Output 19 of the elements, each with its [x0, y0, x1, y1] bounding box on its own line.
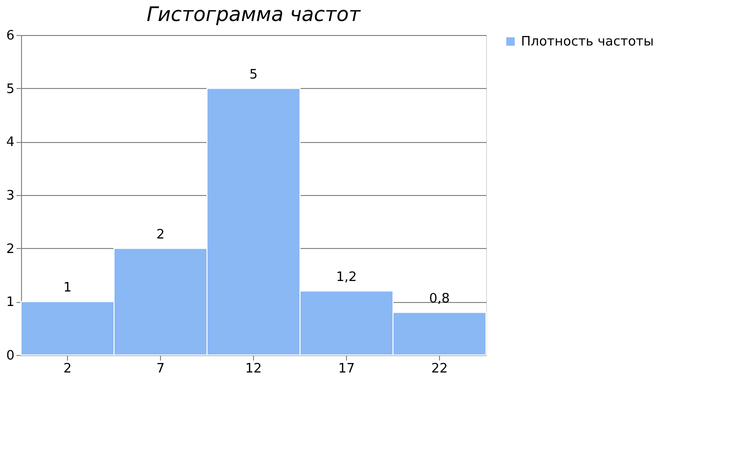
y-tick-label: 3 [6, 188, 14, 204]
x-tick-label: 7 [156, 362, 165, 376]
x-tick-label: 22 [431, 362, 448, 376]
data-label: 1,2 [336, 270, 357, 285]
data-label: 0,8 [429, 291, 450, 306]
data-label: 2 [156, 227, 165, 242]
x-tick-label: 2 [63, 362, 72, 376]
x-tick-label: 17 [338, 362, 355, 376]
y-tick-label: 4 [6, 135, 14, 150]
y-tick-label: 1 [6, 295, 14, 310]
legend-label: Плотность частоты [521, 34, 654, 50]
x-tick-label: 12 [245, 362, 262, 376]
data-label: 5 [249, 67, 258, 82]
y-tick-label: 6 [6, 28, 14, 44]
y-tick-label: 0 [6, 348, 14, 364]
chart-title: Гистограмма частот [146, 2, 362, 26]
data-label: 1 [63, 280, 72, 296]
y-tick-label: 2 [6, 242, 14, 257]
y-tick-label: 5 [6, 82, 14, 97]
